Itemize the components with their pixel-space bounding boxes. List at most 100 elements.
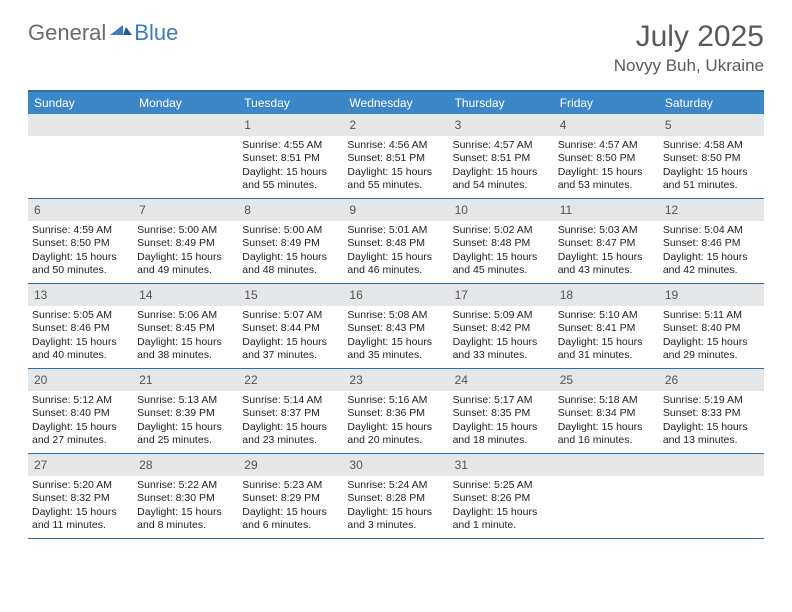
day-cell: 27Sunrise: 5:20 AMSunset: 8:32 PMDayligh… xyxy=(28,454,133,538)
daylight-line: Daylight: 15 hours and 35 minutes. xyxy=(347,336,444,363)
dow-row: SundayMondayTuesdayWednesdayThursdayFrid… xyxy=(28,92,764,114)
title-month: July 2025 xyxy=(614,20,764,54)
daynum-row: 23 xyxy=(343,369,448,391)
daylight-line: Daylight: 15 hours and 33 minutes. xyxy=(453,336,550,363)
empty-cell xyxy=(133,114,238,198)
sunset-line: Sunset: 8:28 PM xyxy=(347,492,444,505)
day-cell: 14Sunrise: 5:06 AMSunset: 8:45 PMDayligh… xyxy=(133,284,238,368)
daylight-line: Daylight: 15 hours and 31 minutes. xyxy=(558,336,655,363)
empty-cell xyxy=(554,454,659,538)
day-number: 27 xyxy=(34,458,47,472)
title-location: Novyy Buh, Ukraine xyxy=(614,56,764,76)
day-cell: 7Sunrise: 5:00 AMSunset: 8:49 PMDaylight… xyxy=(133,199,238,283)
daynum-row xyxy=(659,454,764,476)
sunrise-line: Sunrise: 4:57 AM xyxy=(453,139,550,152)
daynum-row: 29 xyxy=(238,454,343,476)
daynum-row: 20 xyxy=(28,369,133,391)
day-number: 4 xyxy=(560,118,567,132)
daylight-line: Daylight: 15 hours and 54 minutes. xyxy=(453,166,550,193)
daylight-line: Daylight: 15 hours and 18 minutes. xyxy=(453,421,550,448)
daylight-line: Daylight: 15 hours and 25 minutes. xyxy=(137,421,234,448)
day-cell: 6Sunrise: 4:59 AMSunset: 8:50 PMDaylight… xyxy=(28,199,133,283)
daylight-line: Daylight: 15 hours and 16 minutes. xyxy=(558,421,655,448)
day-number: 10 xyxy=(455,203,468,217)
day-cell: 16Sunrise: 5:08 AMSunset: 8:43 PMDayligh… xyxy=(343,284,448,368)
day-number: 25 xyxy=(560,373,573,387)
day-cell: 11Sunrise: 5:03 AMSunset: 8:47 PMDayligh… xyxy=(554,199,659,283)
logo-text-general: General xyxy=(28,20,106,46)
sunset-line: Sunset: 8:40 PM xyxy=(32,407,129,420)
sunset-line: Sunset: 8:30 PM xyxy=(137,492,234,505)
empty-cell xyxy=(659,454,764,538)
day-number: 31 xyxy=(455,458,468,472)
sunset-line: Sunset: 8:50 PM xyxy=(558,152,655,165)
daynum-row: 28 xyxy=(133,454,238,476)
daynum-row xyxy=(28,114,133,136)
daynum-row: 25 xyxy=(554,369,659,391)
daynum-row: 19 xyxy=(659,284,764,306)
day-number: 22 xyxy=(244,373,257,387)
day-number: 1 xyxy=(244,118,251,132)
daylight-line: Daylight: 15 hours and 13 minutes. xyxy=(663,421,760,448)
daynum-row: 16 xyxy=(343,284,448,306)
day-cell: 4Sunrise: 4:57 AMSunset: 8:50 PMDaylight… xyxy=(554,114,659,198)
logo-mark-icon xyxy=(110,19,132,40)
calendar: SundayMondayTuesdayWednesdayThursdayFrid… xyxy=(28,90,764,539)
sunset-line: Sunset: 8:35 PM xyxy=(453,407,550,420)
daylight-line: Daylight: 15 hours and 49 minutes. xyxy=(137,251,234,278)
sunset-line: Sunset: 8:49 PM xyxy=(242,237,339,250)
day-cell: 20Sunrise: 5:12 AMSunset: 8:40 PMDayligh… xyxy=(28,369,133,453)
dow-saturday: Saturday xyxy=(659,92,764,114)
day-cell: 29Sunrise: 5:23 AMSunset: 8:29 PMDayligh… xyxy=(238,454,343,538)
sunset-line: Sunset: 8:29 PM xyxy=(242,492,339,505)
sunrise-line: Sunrise: 5:14 AM xyxy=(242,394,339,407)
sunrise-line: Sunrise: 5:05 AM xyxy=(32,309,129,322)
daylight-line: Daylight: 15 hours and 46 minutes. xyxy=(347,251,444,278)
daynum-row: 11 xyxy=(554,199,659,221)
week-row: 6Sunrise: 4:59 AMSunset: 8:50 PMDaylight… xyxy=(28,199,764,284)
daylight-line: Daylight: 15 hours and 11 minutes. xyxy=(32,506,129,533)
daynum-row: 13 xyxy=(28,284,133,306)
day-number: 3 xyxy=(455,118,462,132)
day-number xyxy=(665,458,668,472)
day-number: 29 xyxy=(244,458,257,472)
day-number: 2 xyxy=(349,118,356,132)
daynum-row: 30 xyxy=(343,454,448,476)
day-number: 16 xyxy=(349,288,362,302)
day-cell: 1Sunrise: 4:55 AMSunset: 8:51 PMDaylight… xyxy=(238,114,343,198)
sunset-line: Sunset: 8:46 PM xyxy=(663,237,760,250)
dow-monday: Monday xyxy=(133,92,238,114)
sunset-line: Sunset: 8:44 PM xyxy=(242,322,339,335)
sunrise-line: Sunrise: 5:03 AM xyxy=(558,224,655,237)
day-number: 23 xyxy=(349,373,362,387)
day-cell: 26Sunrise: 5:19 AMSunset: 8:33 PMDayligh… xyxy=(659,369,764,453)
day-number: 9 xyxy=(349,203,356,217)
daylight-line: Daylight: 15 hours and 53 minutes. xyxy=(558,166,655,193)
daynum-row: 18 xyxy=(554,284,659,306)
sunrise-line: Sunrise: 4:55 AM xyxy=(242,139,339,152)
sunset-line: Sunset: 8:46 PM xyxy=(32,322,129,335)
sunrise-line: Sunrise: 4:58 AM xyxy=(663,139,760,152)
day-cell: 17Sunrise: 5:09 AMSunset: 8:42 PMDayligh… xyxy=(449,284,554,368)
sunrise-line: Sunrise: 5:16 AM xyxy=(347,394,444,407)
daynum-row: 6 xyxy=(28,199,133,221)
day-number: 11 xyxy=(560,203,572,217)
sunrise-line: Sunrise: 5:25 AM xyxy=(453,479,550,492)
day-number: 20 xyxy=(34,373,47,387)
day-number: 28 xyxy=(139,458,152,472)
sunset-line: Sunset: 8:39 PM xyxy=(137,407,234,420)
day-number: 15 xyxy=(244,288,257,302)
sunrise-line: Sunrise: 5:13 AM xyxy=(137,394,234,407)
daynum-row: 15 xyxy=(238,284,343,306)
sunset-line: Sunset: 8:50 PM xyxy=(32,237,129,250)
daylight-line: Daylight: 15 hours and 1 minute. xyxy=(453,506,550,533)
day-number: 24 xyxy=(455,373,468,387)
sunrise-line: Sunrise: 5:08 AM xyxy=(347,309,444,322)
logo-text-blue: Blue xyxy=(134,20,178,46)
sunrise-line: Sunrise: 5:00 AM xyxy=(242,224,339,237)
sunset-line: Sunset: 8:41 PM xyxy=(558,322,655,335)
day-cell: 8Sunrise: 5:00 AMSunset: 8:49 PMDaylight… xyxy=(238,199,343,283)
day-cell: 9Sunrise: 5:01 AMSunset: 8:48 PMDaylight… xyxy=(343,199,448,283)
sunrise-line: Sunrise: 5:10 AM xyxy=(558,309,655,322)
sunset-line: Sunset: 8:26 PM xyxy=(453,492,550,505)
